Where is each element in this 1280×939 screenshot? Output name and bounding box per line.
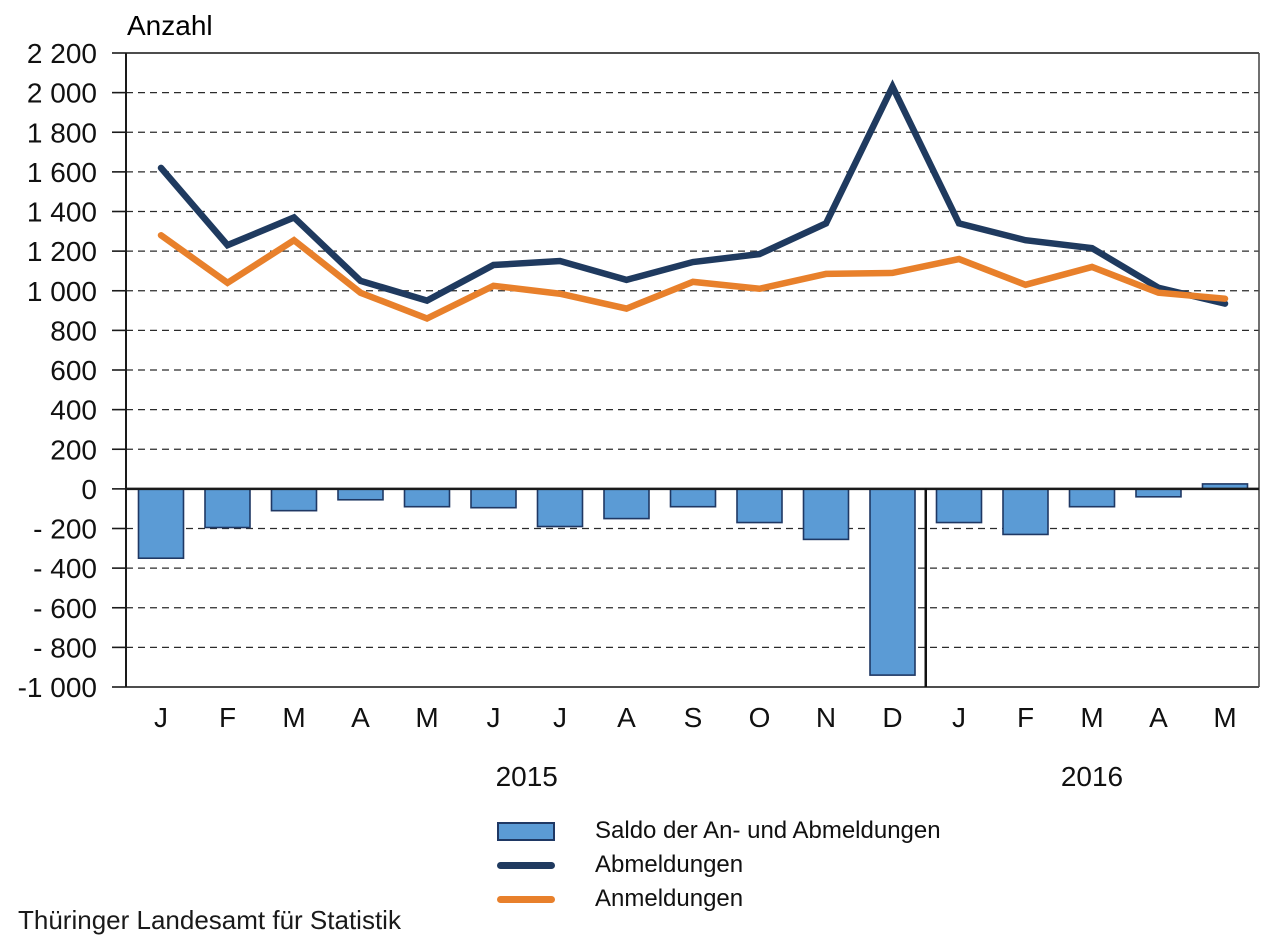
x-axis-month-label: M	[415, 702, 438, 733]
y-axis-label: 600	[50, 355, 97, 386]
abmeldungen-line-swatch-icon	[497, 861, 555, 869]
saldo-bar	[736, 488, 783, 524]
legend-label-saldo: Saldo der An- und Abmeldungen	[595, 817, 941, 844]
y-axis-label: 2 000	[27, 78, 97, 109]
saldo-bar	[869, 488, 916, 676]
x-axis-month-label: M	[1080, 702, 1103, 733]
y-axis-label: - 400	[33, 553, 97, 584]
anmeldungen-line	[157, 232, 1229, 323]
x-axis-month-label: J	[553, 702, 567, 733]
y-axis-label: -1 000	[18, 672, 97, 703]
saldo-bar	[1002, 488, 1049, 536]
y-axis-label: - 800	[33, 632, 97, 663]
saldo-bar	[935, 488, 983, 524]
year-label: 2015	[496, 761, 558, 792]
y-axis-label: - 600	[33, 593, 97, 624]
anmeldungen-line-swatch-icon	[497, 895, 555, 903]
saldo-bar	[1068, 488, 1116, 508]
legend-item-abmeldungen: Abmeldungen	[497, 848, 941, 882]
saldo-bar	[403, 488, 451, 508]
saldo-bar	[603, 488, 650, 520]
y-axis-title: Anzahl	[127, 10, 213, 41]
x-axis-month-label: A	[351, 702, 370, 733]
saldo-bar	[137, 488, 185, 560]
y-axis-label: 400	[50, 395, 97, 426]
legend-label-anmeldungen: Anmeldungen	[595, 885, 744, 912]
x-axis-month-label: A	[1149, 702, 1168, 733]
saldo-bar	[337, 488, 384, 501]
saldo-bar	[802, 488, 850, 541]
y-axis-label: 1 200	[27, 236, 97, 267]
y-axis-label: 1 800	[27, 117, 97, 148]
saldo-bar	[270, 488, 318, 512]
source-attribution: Thüringer Landesamt für Statistik	[18, 905, 401, 935]
x-axis-month-label: N	[816, 702, 836, 733]
x-axis-month-label: M	[282, 702, 305, 733]
x-axis-month-label: S	[684, 702, 703, 733]
legend-label-abmeldungen: Abmeldungen	[595, 851, 744, 878]
year-label: 2016	[1061, 761, 1123, 792]
abmeldungen-line	[157, 79, 1229, 307]
x-axis-month-label: J	[952, 702, 966, 733]
y-axis-label: 1 000	[27, 276, 97, 307]
combo-chart: 2 200 2 000 1 800 1 600 1 400 1 200 1 000 800 60…	[18, 38, 1260, 792]
x-axis-month-label: J	[154, 702, 168, 733]
x-axis-month-label: D	[882, 702, 902, 733]
legend-item-anmeldungen: Anmeldungen	[497, 882, 941, 916]
saldo-bar	[536, 488, 584, 528]
saldo-bar	[204, 488, 251, 529]
y-axis-label: 800	[50, 315, 97, 346]
saldo-bar-swatch-icon	[497, 821, 555, 841]
legend-item-saldo: Saldo der An- und Abmeldungen	[497, 814, 941, 848]
y-axis-label: 1 400	[27, 197, 97, 228]
y-axis-label: 2 200	[27, 38, 97, 69]
saldo-bar	[470, 488, 517, 509]
chart-legend: Saldo der An- und Abmeldungen Abmeldunge…	[497, 814, 941, 916]
y-axis-label: 1 600	[27, 157, 97, 188]
x-axis-month-label: O	[749, 702, 771, 733]
y-axis-label: 200	[50, 434, 97, 465]
y-axis-label: - 200	[33, 514, 97, 545]
x-axis-month-label: M	[1213, 702, 1236, 733]
saldo-bar	[669, 488, 717, 508]
y-axis-label: 0	[81, 474, 97, 505]
x-axis-month-label: J	[487, 702, 501, 733]
x-axis-month-label: F	[1017, 702, 1034, 733]
x-axis-month-label: F	[219, 702, 236, 733]
x-axis-month-label: A	[617, 702, 636, 733]
